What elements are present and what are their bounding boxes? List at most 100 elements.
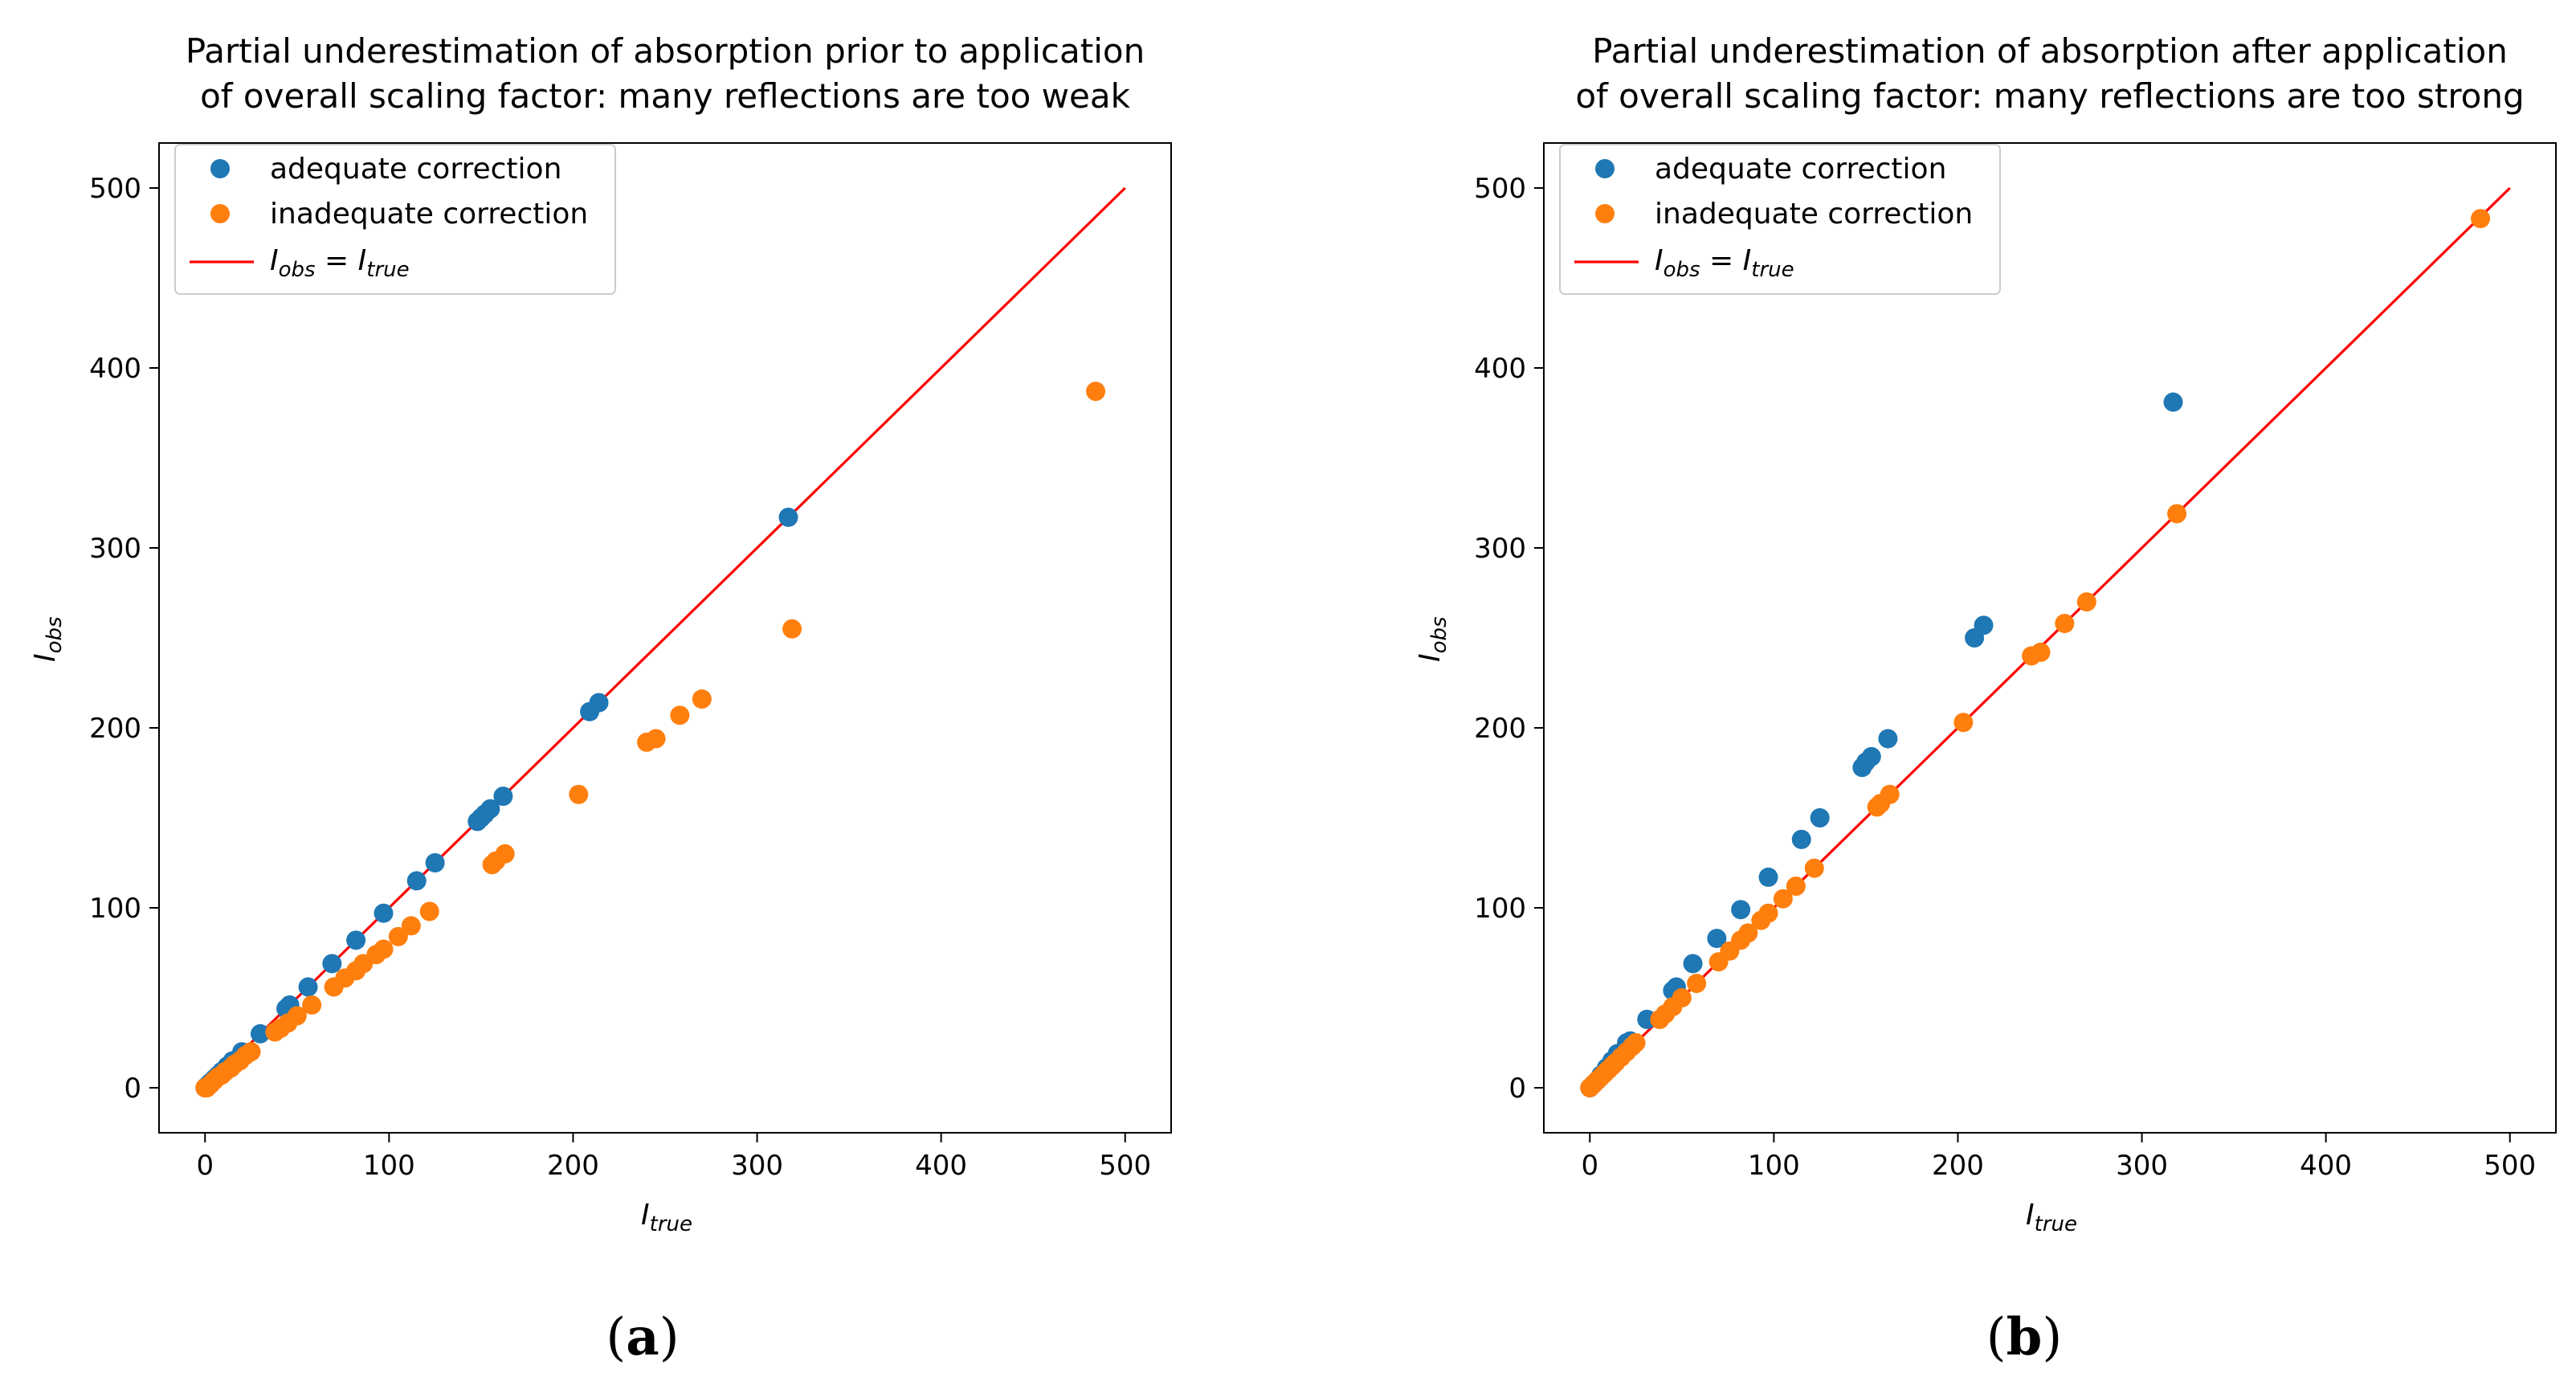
y-axis-label: Iobs (29, 616, 67, 662)
x-tick-label: 0 (1581, 1150, 1598, 1182)
chart-title-line-1: Partial underestimation of absorption pr… (186, 31, 1145, 71)
y-tick-label: 0 (124, 1073, 141, 1105)
inadequate-point (2471, 209, 2491, 229)
inadequate-point (302, 995, 322, 1015)
y-tick-label: 400 (89, 353, 141, 385)
x-tick-label: 500 (1099, 1150, 1151, 1182)
adequate-point (1758, 867, 1778, 887)
inadequate-point (1953, 713, 1974, 733)
x-tick-label: 200 (547, 1150, 599, 1182)
inadequate-point (388, 926, 408, 946)
y-axis-label: Iobs (1414, 616, 1451, 662)
legend-line-eq: = (1700, 244, 1743, 277)
legend-marker-inadequate (1595, 204, 1615, 223)
inadequate-point (2031, 642, 2051, 662)
inadequate-point (401, 916, 421, 936)
legend-label-adequate: adequate correction (270, 153, 561, 186)
adequate-point (1707, 929, 1727, 949)
legend-label-inadequate: inadequate correction (1655, 198, 1973, 231)
inadequate-point (1758, 903, 1778, 923)
legend-line-lhs: I (270, 244, 279, 277)
legend: adequate correction inadequate correction… (174, 144, 616, 295)
legend-line-eq: = (316, 244, 358, 277)
x-tick-label: 300 (731, 1150, 783, 1182)
caption-letter: b (2007, 1307, 2043, 1367)
axes-frame (158, 142, 1172, 1134)
inadequate-point (374, 939, 394, 959)
inadequate-point (1086, 382, 1106, 402)
inadequate-point (1687, 974, 1707, 994)
inadequate-point (287, 1006, 307, 1026)
adequate-point (1861, 746, 1881, 766)
x-axis-label: Itrue (2026, 1199, 2077, 1236)
x-tick-label: 100 (1748, 1150, 1800, 1182)
inadequate-point (1804, 858, 1824, 878)
x-axis-label-main: I (2026, 1199, 2035, 1232)
inadequate-point (670, 705, 690, 725)
x-tick-label: 400 (915, 1150, 967, 1182)
panel-a: Partial underestimation of absorption pr… (29, 31, 1172, 1367)
legend-line-rhs-sub: true (1751, 258, 1794, 282)
adequate-point (322, 954, 342, 974)
x-axis-label: Itrue (641, 1199, 692, 1236)
legend-line-lhs: I (1655, 244, 1664, 277)
panel-caption: (b) (1986, 1307, 2063, 1367)
x-tick-label: 100 (363, 1150, 415, 1182)
adequate-point (251, 1023, 270, 1044)
adequate-point (1974, 615, 1994, 635)
inadequate-point (692, 689, 712, 709)
panel-caption: (a) (606, 1307, 679, 1367)
adequate-point (1731, 900, 1751, 920)
x-axis-label-main: I (641, 1199, 650, 1232)
legend-line-rhs: I (1743, 244, 1752, 277)
legend-box (1559, 144, 2001, 295)
adequate-point (406, 871, 427, 891)
inadequate-point (1672, 988, 1692, 1007)
chart-title-line-1: Partial underestimation of absorption af… (1592, 31, 2508, 71)
y-tick-label: 500 (89, 173, 141, 205)
adequate-point (298, 977, 318, 997)
y-axis-label-sub: obs (43, 616, 67, 653)
inadequate-point (241, 1042, 261, 1062)
y-tick-label: 100 (89, 893, 141, 925)
legend-box (174, 144, 616, 295)
scatter-points (1580, 209, 2491, 1097)
y-tick-label: 0 (1508, 1073, 1526, 1105)
inadequate-point (2076, 592, 2096, 612)
legend-line-lhs-sub: obs (279, 258, 316, 282)
inadequate-point (1786, 876, 1806, 897)
chart-title-line-2: of overall scaling factor: many reflecti… (1575, 76, 2524, 116)
y-tick-label: 200 (89, 713, 141, 745)
caption-close: ) (659, 1308, 680, 1367)
x-tick-label: 200 (1932, 1150, 1984, 1182)
legend: adequate correction inadequate correction… (1559, 144, 2001, 295)
x-tick-label: 400 (2300, 1150, 2352, 1182)
inadequate-point (2167, 504, 2187, 524)
adequate-point (1810, 808, 1830, 827)
caption-open: ( (606, 1308, 626, 1367)
adequate-point (480, 799, 500, 819)
x-tick-label: 0 (196, 1150, 214, 1182)
y-axis-label-main: I (29, 653, 62, 662)
axes-frame (1543, 142, 2557, 1134)
legend-line-lhs-sub: obs (1664, 258, 1700, 282)
inadequate-point (1773, 889, 1793, 909)
y-tick-label: 500 (1474, 173, 1526, 205)
inadequate-point (1738, 923, 1758, 943)
chart-title-line-2: of overall scaling factor: many reflecti… (200, 76, 1131, 116)
inadequate-point (419, 901, 439, 921)
adequate-point (778, 507, 798, 527)
adequate-point (425, 853, 445, 872)
adequate-point (1683, 954, 1703, 974)
inadequate-point (646, 729, 666, 749)
x-axis-label-sub: true (650, 1212, 692, 1236)
legend-label-line: Iobs = Itrue (270, 244, 410, 282)
adequate-point (1791, 829, 1811, 849)
y-tick-label: 300 (89, 533, 141, 565)
adequate-point (374, 903, 394, 923)
y-tick-label: 400 (1474, 353, 1526, 385)
inadequate-point (2055, 614, 2075, 634)
panel-b: Partial underestimation of absorption af… (1414, 31, 2557, 1367)
x-tick-label: 300 (2116, 1150, 2168, 1182)
